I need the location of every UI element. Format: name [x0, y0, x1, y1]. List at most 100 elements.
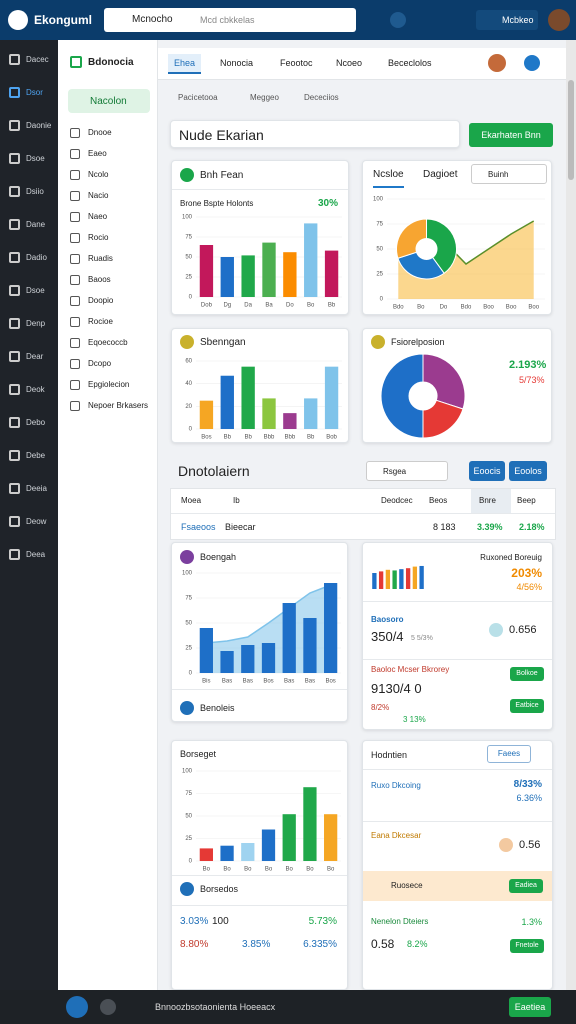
nav-label[interactable]: Deow	[26, 517, 47, 526]
subnav-item[interactable]: Nepoer Brkasers	[88, 401, 149, 410]
nav-label[interactable]: Daonie	[26, 121, 52, 130]
button[interactable]: Fnetole	[510, 939, 544, 953]
nav-label[interactable]: Dsoe	[26, 286, 45, 295]
subnav-item[interactable]: Eqoecoccb	[88, 338, 128, 347]
subnav-item[interactable]: Doopio	[88, 296, 114, 305]
x-tick-label: Boo	[506, 305, 517, 311]
x-tick-label: Bas	[222, 679, 232, 685]
x-tick-label: Bas	[284, 679, 294, 685]
nav-label[interactable]: Dear	[26, 352, 44, 361]
scroll-thumb[interactable]	[568, 80, 574, 180]
y-tick-label: 40	[185, 381, 192, 387]
y-tick-label: 100	[373, 197, 384, 203]
tab[interactable]: Ncsloe	[373, 169, 404, 188]
item-name: Eana Dkcesar	[371, 831, 422, 840]
nav-label[interactable]: Dane	[26, 220, 46, 229]
search-box[interactable]: Mcnocho Mcd cbkkelas	[104, 8, 356, 32]
area	[206, 585, 331, 673]
bar	[303, 787, 317, 861]
bar	[372, 573, 377, 589]
nav-label[interactable]: Denp	[26, 319, 46, 328]
nav-label[interactable]: Debo	[26, 418, 46, 427]
nav-label[interactable]: Dsiio	[26, 187, 44, 196]
stat: 100	[212, 916, 229, 927]
y-tick-label: 0	[380, 297, 384, 303]
button[interactable]: Bolkoe	[510, 667, 544, 681]
chart: 0 20 40 60 Bos Bb Bb Bbb Bbb Bb Bob	[185, 359, 342, 441]
subnav-item[interactable]: Rocioe	[88, 317, 113, 326]
active-item[interactable]: Nacolon	[68, 89, 150, 113]
tab[interactable]: Ehea	[168, 54, 202, 74]
scrollbar[interactable]	[566, 40, 576, 990]
subnav-item[interactable]: Dcopo	[88, 359, 112, 368]
button[interactable]: Eoolos	[509, 461, 547, 481]
subtab[interactable]: Pacicetooa	[178, 93, 218, 102]
icon	[180, 882, 194, 896]
search-placeholder: Mcd cbkkelas	[200, 15, 255, 25]
bar	[304, 398, 318, 429]
button[interactable]: Eatbice	[510, 699, 544, 713]
nav-label[interactable]: Debe	[26, 451, 46, 460]
slice	[426, 218, 457, 274]
subnav-item[interactable]: Ncolo	[88, 170, 109, 179]
tab[interactable]: Bececlolos	[388, 58, 432, 68]
nav-label[interactable]: Deok	[26, 385, 45, 394]
tab[interactable]: Ncoeo	[336, 58, 363, 68]
subtab[interactable]: Dececiios	[304, 93, 339, 102]
nav-label[interactable]: Deea	[26, 550, 46, 559]
icon	[180, 335, 194, 349]
tab[interactable]: Nonocia	[220, 58, 254, 68]
badge[interactable]: Mcbkeo	[476, 10, 538, 30]
x-tick-label: Dg	[223, 303, 231, 309]
tab[interactable]: Dagioet	[423, 169, 458, 180]
growth-card: Boengah 0 25 50 75 100 Bis Bas Bas Bos Bas Bas Bos …	[171, 542, 348, 722]
tab[interactable]: Feootoc	[280, 58, 313, 68]
icon	[180, 168, 194, 182]
x-tick-label: Bos	[325, 679, 335, 685]
search-label: Mcnocho	[132, 14, 173, 25]
y-tick-label: 50	[185, 621, 192, 627]
x-tick-label: Bos	[201, 435, 211, 441]
subnav-item[interactable]: Ruadis	[88, 254, 113, 263]
x-tick-label: Bbb	[264, 435, 275, 441]
slice	[380, 353, 424, 439]
button[interactable]: Eoocis	[469, 461, 505, 481]
item-icon	[70, 359, 80, 369]
icon	[499, 838, 513, 852]
nav-label[interactable]: Dadio	[26, 253, 47, 262]
subnav-item[interactable]: Naeo	[88, 212, 108, 221]
y-tick-label: 25	[185, 275, 192, 281]
cell: 3.39%	[477, 522, 503, 532]
item-note: 0.58	[371, 937, 395, 951]
nav-label[interactable]: Dsoe	[26, 154, 45, 163]
icon[interactable]	[100, 999, 116, 1015]
avatar[interactable]	[548, 9, 570, 31]
subnav-item[interactable]: Rocio	[88, 233, 109, 242]
button[interactable]: Buinh	[471, 164, 547, 184]
button[interactable]: Eadiea	[509, 879, 543, 893]
subnav-item[interactable]: Eaeo	[88, 149, 107, 158]
button[interactable]: Eaetiea	[509, 997, 551, 1017]
x-tick-label: Do	[440, 305, 448, 311]
subtab[interactable]: Meggeo	[250, 93, 279, 102]
subnav-item[interactable]: Epgiolecion	[88, 380, 130, 389]
chart: 0 25 50 75 100 Bdo Bo Do Bdo Boo Boo Boo	[373, 197, 545, 311]
y-tick-label: 75	[376, 222, 383, 228]
subnav-item[interactable]: Dnooe	[88, 128, 112, 137]
button[interactable]: Faees	[487, 745, 531, 763]
subnav-item[interactable]: Nacio	[88, 191, 109, 200]
nav-label[interactable]: Dacec	[26, 55, 49, 64]
primary-button[interactable]: Ekarhaten Bnn	[469, 123, 553, 147]
icon[interactable]	[390, 12, 406, 28]
nav-icon	[9, 252, 20, 263]
x-tick-label: Bas	[305, 679, 315, 685]
highlight-band: Ruosece Eadiea	[363, 871, 552, 901]
subtab-bar: Pacicetooa Meggeo Dececiios	[170, 88, 554, 110]
nav-label[interactable]: Deeia	[26, 484, 47, 493]
y-tick-label: 25	[185, 836, 192, 842]
stat: 2.193%	[509, 359, 547, 371]
bar	[303, 618, 317, 673]
dropdown[interactable]: Rsgea	[366, 461, 448, 481]
subnav-item[interactable]: Baoos	[88, 275, 111, 284]
nav-label[interactable]: Dsor	[26, 88, 43, 97]
